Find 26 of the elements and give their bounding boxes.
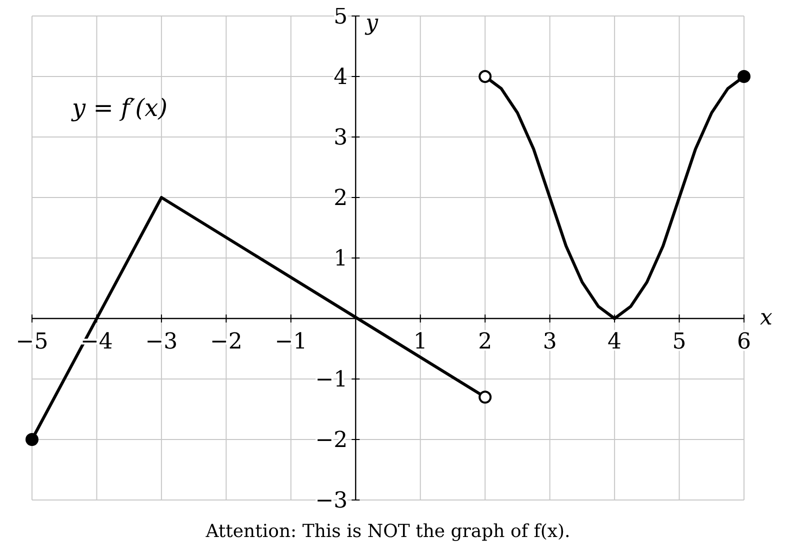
x-tick-label: −3 (145, 330, 178, 354)
y-tick-label: 1 (334, 246, 348, 272)
x-tick-label: 5 (672, 330, 686, 354)
x-tick-label: 6 (737, 330, 751, 354)
x-tick-label: −2 (210, 330, 242, 354)
point (478, 390, 492, 404)
x-tick-label: 4 (608, 330, 622, 354)
point (738, 70, 750, 83)
y-tick-label: 2 (334, 186, 348, 212)
x-axis-title: x (760, 306, 773, 330)
x-tick-label: 2 (478, 330, 492, 354)
x-tick-label: 1 (413, 330, 428, 354)
x-tick-label: −1 (274, 330, 308, 354)
x-tick-label: 3 (542, 330, 557, 354)
y-tick-label: −3 (315, 488, 348, 514)
point (478, 70, 492, 83)
y-tick-label: −1 (315, 368, 348, 393)
annotation: y = f′(x) (71, 94, 168, 122)
y-axis-title: y (364, 11, 379, 36)
y-tick-label: 5 (334, 4, 348, 30)
point (26, 433, 38, 446)
y-tick-label: 4 (334, 65, 348, 90)
text: Attention: This is NOT the graph of f(x). (204, 521, 570, 542)
y-tick-label: −2 (315, 428, 348, 454)
x-tick-label: −5 (16, 330, 48, 354)
y-tick-label: 3 (334, 126, 348, 151)
